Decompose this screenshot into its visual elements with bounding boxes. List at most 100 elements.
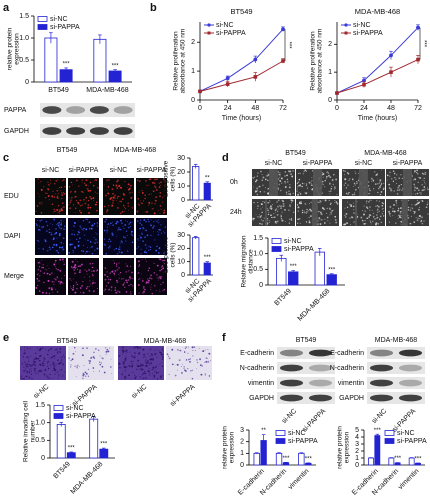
image-speck bbox=[298, 191, 300, 194]
image-speck bbox=[35, 222, 37, 225]
image-speck bbox=[77, 265, 80, 268]
image-speck bbox=[57, 372, 59, 374]
y-axis-label: EdU positive bbox=[163, 236, 170, 273]
image-speck bbox=[119, 243, 121, 244]
image-speck bbox=[48, 228, 50, 231]
image-speck bbox=[137, 278, 140, 280]
image-speck bbox=[282, 200, 285, 203]
image-speck bbox=[334, 215, 337, 218]
image-speck bbox=[144, 370, 146, 373]
image-speck bbox=[80, 227, 82, 229]
image-speck bbox=[354, 170, 356, 172]
image-speck bbox=[73, 233, 76, 236]
image-speck bbox=[62, 237, 65, 239]
image-speck bbox=[252, 177, 254, 179]
image-speck bbox=[293, 211, 295, 213]
image-speck bbox=[378, 183, 380, 184]
image-speck bbox=[268, 220, 270, 222]
blot-label: N-cadherin bbox=[240, 365, 274, 372]
row-label: EDU bbox=[4, 193, 19, 200]
image-speck bbox=[30, 365, 32, 367]
image-speck bbox=[344, 178, 347, 181]
image-speck bbox=[88, 276, 91, 278]
image-speck bbox=[386, 174, 389, 177]
image-speck bbox=[152, 190, 155, 193]
data-point bbox=[253, 57, 258, 62]
image-speck bbox=[138, 353, 140, 356]
image-speck bbox=[157, 219, 159, 221]
image-speck bbox=[282, 205, 285, 208]
image-speck bbox=[74, 267, 76, 269]
blot-band bbox=[279, 394, 304, 402]
image-speck bbox=[163, 232, 166, 234]
image-speck bbox=[85, 252, 86, 254]
data-point bbox=[225, 76, 230, 81]
image-speck bbox=[136, 346, 139, 348]
image-speck bbox=[75, 281, 77, 283]
image-speck bbox=[374, 171, 376, 173]
image-speck bbox=[68, 251, 71, 254]
image-speck bbox=[350, 205, 353, 208]
image-speck bbox=[140, 219, 142, 221]
image-speck bbox=[75, 376, 77, 378]
image-speck bbox=[349, 203, 351, 205]
image-speck bbox=[321, 180, 324, 183]
image-speck bbox=[410, 215, 412, 217]
data-point bbox=[281, 59, 285, 63]
y-tick-label: 20 bbox=[177, 169, 185, 176]
legend-label: si-PAPPA bbox=[50, 24, 80, 31]
image-speck bbox=[281, 211, 283, 213]
image-speck bbox=[146, 278, 149, 280]
lane-label: si-NC bbox=[131, 384, 149, 401]
image-speck bbox=[116, 281, 119, 283]
image-speck bbox=[132, 277, 134, 280]
image-speck bbox=[417, 208, 420, 211]
image-speck bbox=[39, 270, 42, 272]
image-speck bbox=[134, 356, 136, 359]
image-speck bbox=[55, 348, 58, 351]
image-speck bbox=[93, 357, 96, 359]
image-speck bbox=[68, 357, 70, 359]
image-speck bbox=[107, 204, 110, 207]
image-speck bbox=[94, 282, 96, 284]
image-speck bbox=[58, 226, 61, 229]
blot-label: GAPDH bbox=[4, 128, 29, 135]
image-speck bbox=[347, 172, 350, 175]
image-speck bbox=[161, 353, 164, 356]
image-speck bbox=[277, 199, 280, 202]
image-speck bbox=[38, 290, 41, 292]
image-speck bbox=[308, 220, 311, 222]
image-speck bbox=[82, 347, 84, 350]
image-speck bbox=[114, 194, 116, 196]
image-speck bbox=[160, 181, 162, 184]
image-speck bbox=[99, 361, 101, 363]
image-speck bbox=[280, 218, 283, 220]
image-speck bbox=[311, 180, 313, 182]
image-speck bbox=[164, 251, 166, 253]
image-speck bbox=[28, 370, 31, 372]
image-speck bbox=[143, 219, 145, 221]
image-speck bbox=[40, 181, 42, 183]
image-speck bbox=[161, 259, 164, 262]
image-speck bbox=[53, 283, 55, 285]
image-speck bbox=[381, 202, 384, 204]
image-speck bbox=[261, 174, 263, 175]
image-speck bbox=[162, 178, 165, 180]
image-speck bbox=[203, 361, 205, 363]
image-speck bbox=[299, 172, 301, 175]
image-speck bbox=[72, 204, 75, 206]
image-speck bbox=[284, 209, 286, 211]
image-speck bbox=[272, 204, 273, 206]
image-speck bbox=[146, 210, 149, 213]
image-speck bbox=[145, 356, 147, 358]
image-speck bbox=[290, 217, 292, 220]
image-speck bbox=[266, 175, 268, 177]
image-speck bbox=[333, 188, 335, 190]
image-speck bbox=[330, 211, 332, 213]
blot-band bbox=[308, 379, 333, 387]
image-speck bbox=[139, 346, 142, 349]
image-speck bbox=[34, 373, 36, 375]
image-speck bbox=[81, 190, 83, 193]
image-speck bbox=[187, 346, 189, 348]
image-speck bbox=[25, 375, 28, 378]
